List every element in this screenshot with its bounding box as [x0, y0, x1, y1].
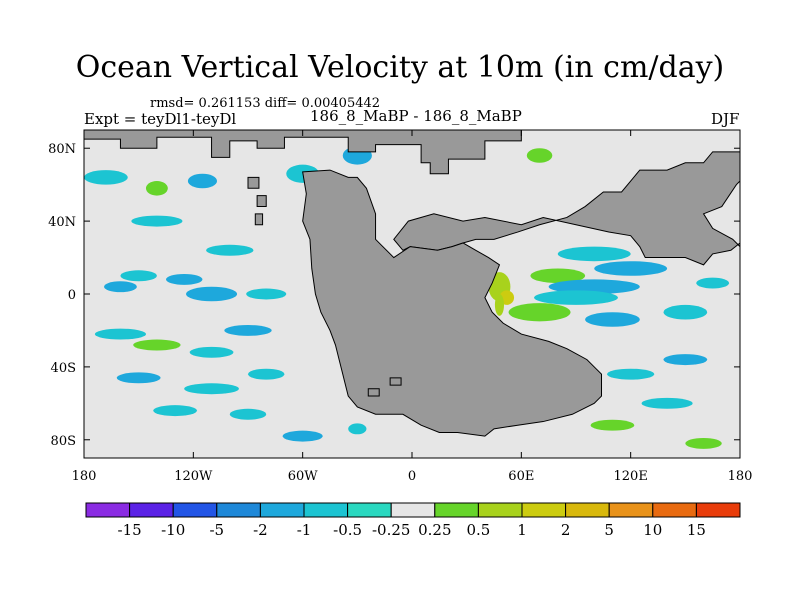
- x-tick-label: 120E: [614, 469, 648, 484]
- colorbar-swatch: [434, 502, 479, 518]
- stats-label: rmsd= 0.261153 diff= 0.00405442: [150, 96, 381, 111]
- land-island: [389, 377, 402, 386]
- colorbar-swatch: [216, 502, 261, 518]
- colorbar-swatch: [129, 502, 174, 518]
- contour-patch: [84, 170, 128, 185]
- contour-patch: [557, 246, 631, 262]
- contour-patch: [590, 419, 635, 431]
- contour-patch: [282, 430, 323, 442]
- colorbar-swatch: [172, 502, 218, 518]
- contour-patch: [348, 423, 367, 435]
- contour-patch: [594, 261, 668, 276]
- colorbar-swatch: [390, 502, 436, 518]
- contour-patch: [508, 303, 571, 322]
- contour-patch: [548, 279, 640, 295]
- colorbar-label: 0.25: [418, 521, 451, 539]
- colorbar-swatch: [652, 502, 697, 518]
- colorbar-swatch: [477, 502, 523, 518]
- colorbar-swatch: [259, 502, 305, 518]
- colorbar-label: -15: [118, 521, 142, 539]
- colorbar-swatch: [608, 502, 654, 518]
- x-tick-label: 60E: [508, 469, 534, 484]
- x-tick-label: 60W: [288, 469, 319, 484]
- contour-patch: [534, 290, 618, 305]
- land-island: [254, 213, 264, 226]
- contour-patch: [494, 294, 505, 316]
- colorbar-label: -0.5: [333, 521, 362, 539]
- contour-patch: [186, 286, 238, 302]
- contour-patch: [663, 304, 708, 320]
- y-tick-label: 80S: [51, 434, 76, 449]
- figure-title: Ocean Vertical Velocity at 10m (in cm/da…: [75, 50, 725, 85]
- colorbar-label: 1: [517, 521, 527, 539]
- x-tick-label: 0: [408, 469, 416, 484]
- colorbar: -15 -10 -5 -2 -1 -0.5 -0.25 0.25 0.5 1 2 5 10 15: [85, 502, 741, 539]
- land-island: [247, 176, 260, 189]
- colorbar-swatch: [521, 502, 567, 518]
- colorbar-swatch: [565, 502, 610, 518]
- contour-patch: [248, 368, 285, 380]
- colorbar-label: 2: [561, 521, 571, 539]
- land-island: [256, 195, 267, 208]
- land-mask-layer: [84, 130, 740, 437]
- colorbar-label: 10: [643, 521, 662, 539]
- colorbar-swatch: [85, 502, 131, 518]
- contour-patch: [246, 288, 287, 300]
- contour-patch: [153, 405, 197, 417]
- colorbar-label: 15: [687, 521, 706, 539]
- colorbar-label: -10: [161, 521, 185, 539]
- contour-patch: [685, 437, 722, 449]
- contour-patch: [229, 408, 267, 420]
- x-tick-label: 180: [72, 469, 97, 484]
- land-north-strip: [84, 130, 522, 175]
- colorbar-label: -2: [253, 521, 268, 539]
- contour-patch: [120, 270, 157, 282]
- experiment-label: Expt = teyDl1-teyDl: [84, 110, 237, 128]
- y-tick-label: 0: [68, 288, 76, 303]
- x-tick-label: 180: [728, 469, 753, 484]
- contour-patch: [530, 268, 586, 284]
- contour-patch: [206, 244, 254, 256]
- colorbar-label: -5: [209, 521, 224, 539]
- land-northeast-continent: [393, 130, 740, 266]
- contour-patch: [585, 312, 640, 327]
- contour-patch: [696, 277, 730, 289]
- land-southern-continent: [302, 169, 603, 437]
- contour-patch: [116, 372, 161, 384]
- y-tick-label: 80N: [48, 142, 76, 157]
- x-tick-label: 120W: [174, 469, 213, 484]
- contour-patch: [224, 324, 272, 336]
- contour-patch: [166, 273, 203, 285]
- colorbar-label: 5: [604, 521, 614, 539]
- contour-patch: [145, 181, 168, 196]
- contour-patch: [526, 148, 553, 163]
- colorbar-swatch: [347, 502, 392, 518]
- contour-patch: [663, 354, 708, 366]
- contour-patch: [104, 281, 137, 293]
- contour-patch: [133, 339, 181, 351]
- y-tick-label: 40N: [48, 215, 76, 230]
- contour-patch: [187, 173, 218, 189]
- contour-patch: [606, 368, 655, 380]
- map-axes: 180 120W 60W 0 60E 120E 180 80N 40N 0 40S 80S: [48, 130, 752, 484]
- contour-patch: [184, 383, 239, 395]
- y-tick-label: 40S: [51, 361, 76, 376]
- contour-patch: [189, 346, 234, 358]
- contour-patch: [94, 328, 146, 340]
- land-island: [367, 388, 380, 397]
- colorbar-swatch: [303, 502, 349, 518]
- contour-patch: [641, 397, 693, 409]
- runs-label: 186_8_MaBP - 186_8_MaBP: [310, 107, 522, 125]
- colorbar-swatch: [695, 502, 741, 518]
- colorbar-label: -0.25: [372, 521, 410, 539]
- contour-patch: [131, 215, 183, 227]
- colorbar-label: 0.5: [466, 521, 490, 539]
- season-label: DJF: [711, 110, 740, 128]
- colorbar-label: -1: [297, 521, 312, 539]
